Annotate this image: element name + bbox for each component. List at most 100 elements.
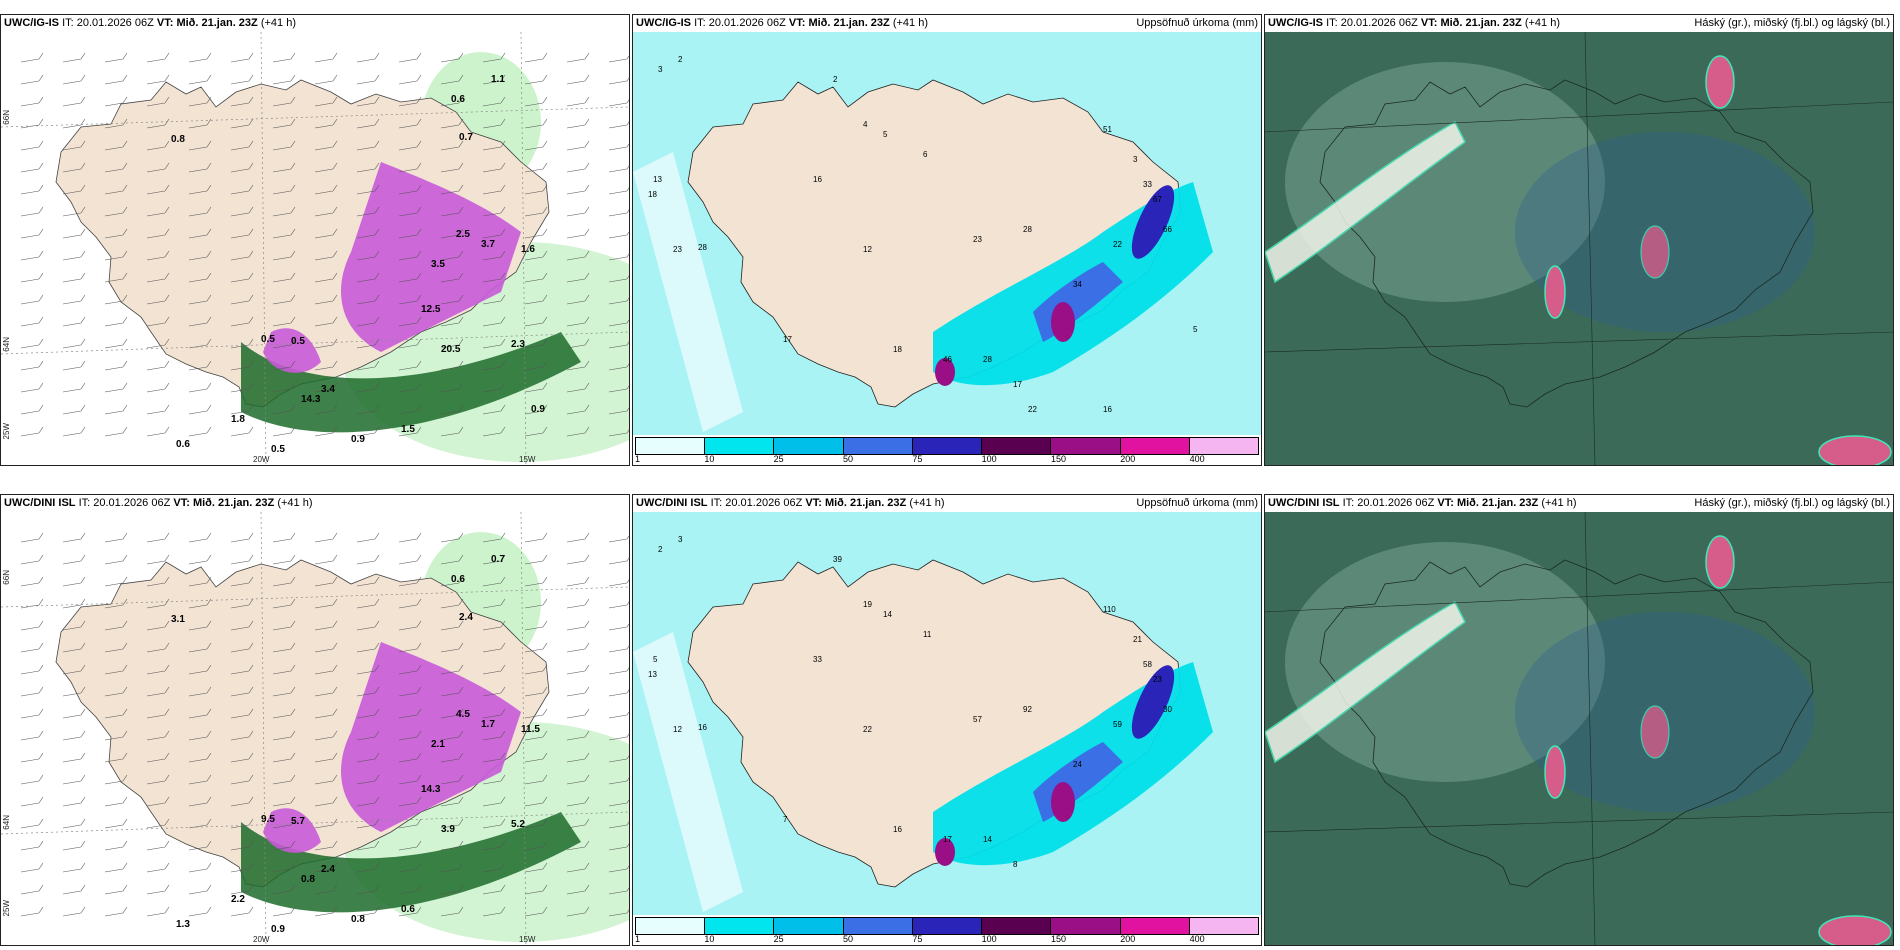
contour-value: 1.3	[176, 919, 190, 930]
vt-label: VT:	[788, 17, 806, 29]
it-label: IT:	[710, 497, 723, 509]
precip-value: 17	[783, 335, 792, 344]
model-name: UWC/DINI ISL	[4, 497, 76, 509]
precip-value: 3	[678, 535, 683, 544]
precip-colorbar: 1 10 25 50 75 100 150 200 400	[633, 435, 1261, 465]
panel-wind-ig-is: UWC/IG-IS IT: 20.01.2026 06Z VT: Mið. 21…	[0, 14, 630, 466]
lat-label-66n: 66N	[2, 570, 11, 585]
model-name: UWC/DINI ISL	[1268, 497, 1340, 509]
precip-value: 66	[1163, 225, 1172, 234]
contour-value: 0.5	[291, 336, 305, 347]
colorbar-label: 150	[1050, 454, 1066, 464]
precip-value: 4	[863, 120, 868, 129]
colorbar-swatch	[705, 918, 775, 934]
contour-value: 0.7	[459, 132, 473, 143]
panel-header: UWC/IG-IS IT: 20.01.2026 06Z VT: Mið. 21…	[633, 15, 1261, 32]
contour-value: 0.9	[531, 404, 545, 415]
colorbar-swatch	[1189, 918, 1258, 934]
precip-value: 21	[1133, 635, 1142, 644]
vt-label: VT:	[805, 497, 822, 509]
precip-value: 16	[1103, 405, 1112, 414]
contour-value: 12.5	[421, 304, 441, 315]
precip-value: 92	[1023, 705, 1032, 714]
panel-header: UWC/IG-IS IT: 20.01.2026 06Z VT: Mið. 21…	[1, 15, 629, 32]
precip-colorbar: 1 10 25 50 75 100 150 200 400	[633, 915, 1261, 945]
colorbar-swatch	[636, 918, 706, 934]
contour-value: 0.5	[261, 334, 275, 345]
precip-value: 39	[833, 555, 842, 564]
wind-map: 0.6 0.7 2.4 3.1 4.5 1.7 2.1 11.5 9.5 5.7 5.2 2.4 0.6…	[1, 512, 629, 945]
panel-precip-ig-is: UWC/IG-IS IT: 20.01.2026 06Z VT: Mið. 21…	[632, 14, 1262, 466]
contour-value: 0.6	[451, 574, 465, 585]
colorbar-label: 50	[842, 934, 853, 944]
contour-value: 5.2	[511, 819, 525, 830]
lead-time: (+41 h)	[909, 497, 945, 509]
precip-value: 11	[923, 630, 932, 639]
precip-value: 34	[1073, 280, 1082, 289]
precip-value: 33	[813, 655, 822, 664]
precip-value: 19	[863, 600, 872, 609]
precip-value: 14	[883, 610, 892, 619]
precip-value: 12	[863, 245, 872, 254]
vt-value: Mið. 21.jan. 23Z	[192, 497, 275, 509]
precip-value: 6	[923, 150, 928, 159]
it-value: 20.01.2026 06Z	[725, 497, 803, 509]
vt-value: Mið. 21.jan. 23Z	[176, 17, 258, 29]
precip-value: 2	[678, 55, 683, 64]
lon-label-25w: 25W	[2, 900, 11, 917]
precip-value: 3	[658, 65, 663, 74]
precip-value: 22	[863, 725, 872, 734]
it-value: 20.01.2026 06Z	[1340, 17, 1418, 29]
contour-value: 14.3	[421, 784, 441, 795]
contour-value: 3.4	[321, 384, 335, 395]
contour-value: 3.1	[171, 614, 185, 625]
precip-value: 30	[1163, 705, 1172, 714]
contour-value: 0.6	[401, 904, 415, 915]
precip-value: 24	[1073, 760, 1082, 769]
contour-value: 0.7	[491, 554, 505, 565]
colorbar-swatch	[774, 918, 844, 934]
contour-value: 0.9	[351, 434, 365, 445]
precip-value: 12	[673, 725, 682, 734]
precip-value: 16	[893, 825, 902, 834]
panel-title: Háský (gr.), miðský (fj.bl.) og lágský (…	[1694, 17, 1890, 29]
colorbar-swatch	[982, 438, 1052, 454]
colorbar-label: 100	[981, 934, 997, 944]
precip-value: 58	[1143, 660, 1152, 669]
precip-value: 2	[833, 75, 838, 84]
precip-value: 33	[1143, 180, 1152, 189]
lat-label-64n: 64N	[2, 337, 11, 352]
contour-value: 0.6	[176, 439, 190, 450]
colorbar-label: 400	[1189, 934, 1205, 944]
model-name: UWC/IG-IS	[636, 17, 691, 29]
it-label: IT:	[1326, 17, 1338, 29]
contour-value: 5.7	[291, 816, 305, 827]
precip-value: 51	[1103, 125, 1112, 134]
contour-value: 2.4	[459, 612, 473, 623]
colorbar-label: 75	[912, 454, 923, 464]
contour-value: 1.7	[481, 719, 495, 730]
it-label: IT:	[62, 17, 74, 29]
it-label: IT:	[78, 497, 91, 509]
vt-label: VT:	[1437, 497, 1454, 509]
precip-value: 13	[653, 175, 662, 184]
precip-value: 17	[1013, 380, 1022, 389]
colorbar-swatch	[774, 438, 844, 454]
contour-value: 0.9	[271, 924, 285, 935]
precip-value: 23	[973, 235, 982, 244]
colorbar-label: 10	[704, 454, 715, 464]
contour-value: 4.5	[456, 709, 470, 720]
colorbar-label: 150	[1050, 934, 1066, 944]
colorbar-label: 200	[1120, 934, 1136, 944]
panel-wind-dini: UWC/DINI ISL IT: 20.01.2026 06Z VT: Mið.…	[0, 494, 630, 946]
precip-value: 28	[1023, 225, 1032, 234]
colorbar-swatch	[912, 918, 983, 934]
precip-value: 16	[698, 723, 707, 732]
contour-value: 2.3	[511, 339, 525, 350]
colorbar-swatch	[912, 438, 983, 454]
colorbar-label: 1	[635, 454, 641, 464]
contour-value: 3.5	[431, 259, 445, 270]
it-label: IT:	[1342, 497, 1355, 509]
contour-value: 1.8	[231, 414, 245, 425]
colorbar-label: 1	[635, 934, 641, 944]
